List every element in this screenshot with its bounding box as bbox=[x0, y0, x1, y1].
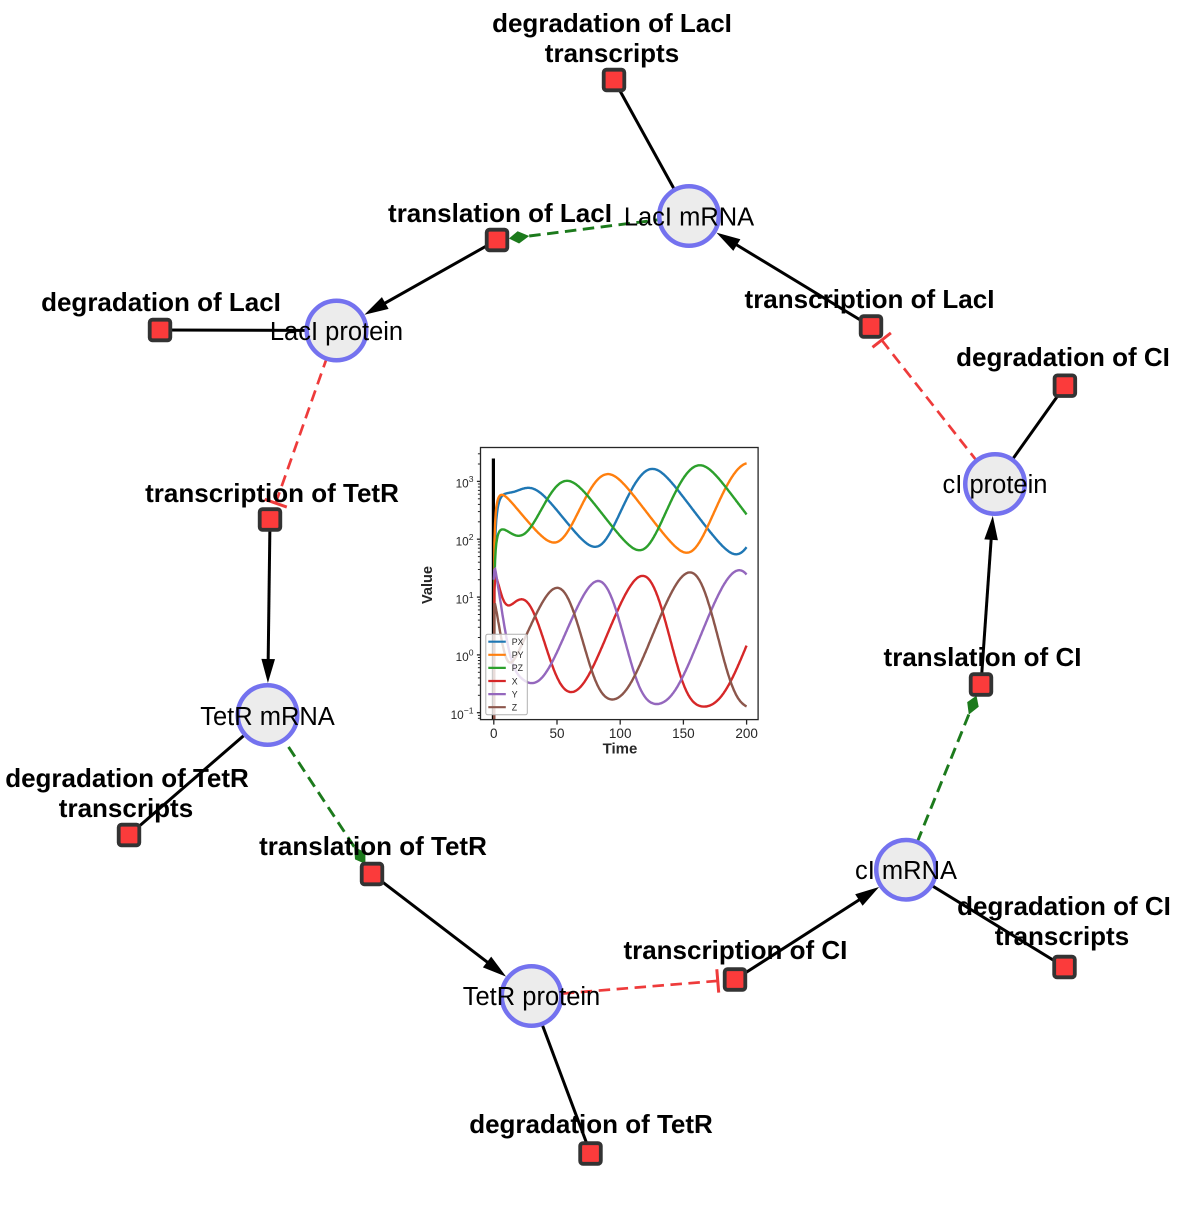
svg-text:0: 0 bbox=[490, 726, 498, 741]
svg-text:transcripts: transcripts bbox=[545, 38, 679, 68]
svg-text:103: 103 bbox=[456, 474, 474, 491]
svg-text:PY: PY bbox=[512, 650, 524, 660]
svg-text:LacI mRNA: LacI mRNA bbox=[624, 204, 754, 232]
svg-text:translation of TetR: translation of TetR bbox=[259, 831, 487, 861]
svg-text:degradation of TetR: degradation of TetR bbox=[5, 763, 249, 793]
svg-text:translation of CI: translation of CI bbox=[884, 642, 1082, 672]
svg-text:Time: Time bbox=[603, 741, 638, 758]
svg-text:transcripts: transcripts bbox=[995, 921, 1129, 951]
svg-text:150: 150 bbox=[672, 726, 695, 741]
svg-text:200: 200 bbox=[735, 726, 758, 741]
svg-text:TetR mRNA: TetR mRNA bbox=[200, 703, 335, 731]
svg-text:cI protein: cI protein bbox=[943, 471, 1048, 499]
svg-text:degradation of LacI: degradation of LacI bbox=[41, 287, 281, 317]
svg-text:degradation of CI: degradation of CI bbox=[956, 342, 1170, 372]
svg-text:PX: PX bbox=[512, 637, 524, 647]
svg-text:translation of LacI: translation of LacI bbox=[388, 198, 612, 228]
svg-text:100: 100 bbox=[609, 726, 632, 741]
svg-text:TetR protein: TetR protein bbox=[463, 983, 601, 1011]
svg-text:PZ: PZ bbox=[512, 663, 524, 673]
svg-text:Value: Value bbox=[420, 566, 436, 604]
svg-text:transcripts: transcripts bbox=[59, 793, 193, 823]
svg-text:101: 101 bbox=[456, 590, 474, 607]
svg-text:100: 100 bbox=[456, 648, 474, 665]
svg-text:102: 102 bbox=[456, 532, 474, 549]
svg-text:transcription of LacI: transcription of LacI bbox=[745, 284, 995, 314]
svg-text:X: X bbox=[512, 676, 518, 686]
svg-text:Z: Z bbox=[512, 703, 518, 713]
svg-text:degradation of CI: degradation of CI bbox=[957, 891, 1171, 921]
svg-text:degradation of LacI: degradation of LacI bbox=[492, 8, 732, 38]
svg-text:10−1: 10−1 bbox=[451, 705, 474, 722]
svg-text:degradation of TetR: degradation of TetR bbox=[469, 1109, 713, 1139]
svg-text:transcription of TetR: transcription of TetR bbox=[145, 478, 399, 508]
svg-text:50: 50 bbox=[549, 726, 564, 741]
svg-text:LacI protein: LacI protein bbox=[270, 318, 403, 346]
svg-text:transcription of CI: transcription of CI bbox=[623, 935, 847, 965]
svg-text:cI mRNA: cI mRNA bbox=[855, 857, 957, 885]
svg-text:Y: Y bbox=[512, 689, 518, 699]
